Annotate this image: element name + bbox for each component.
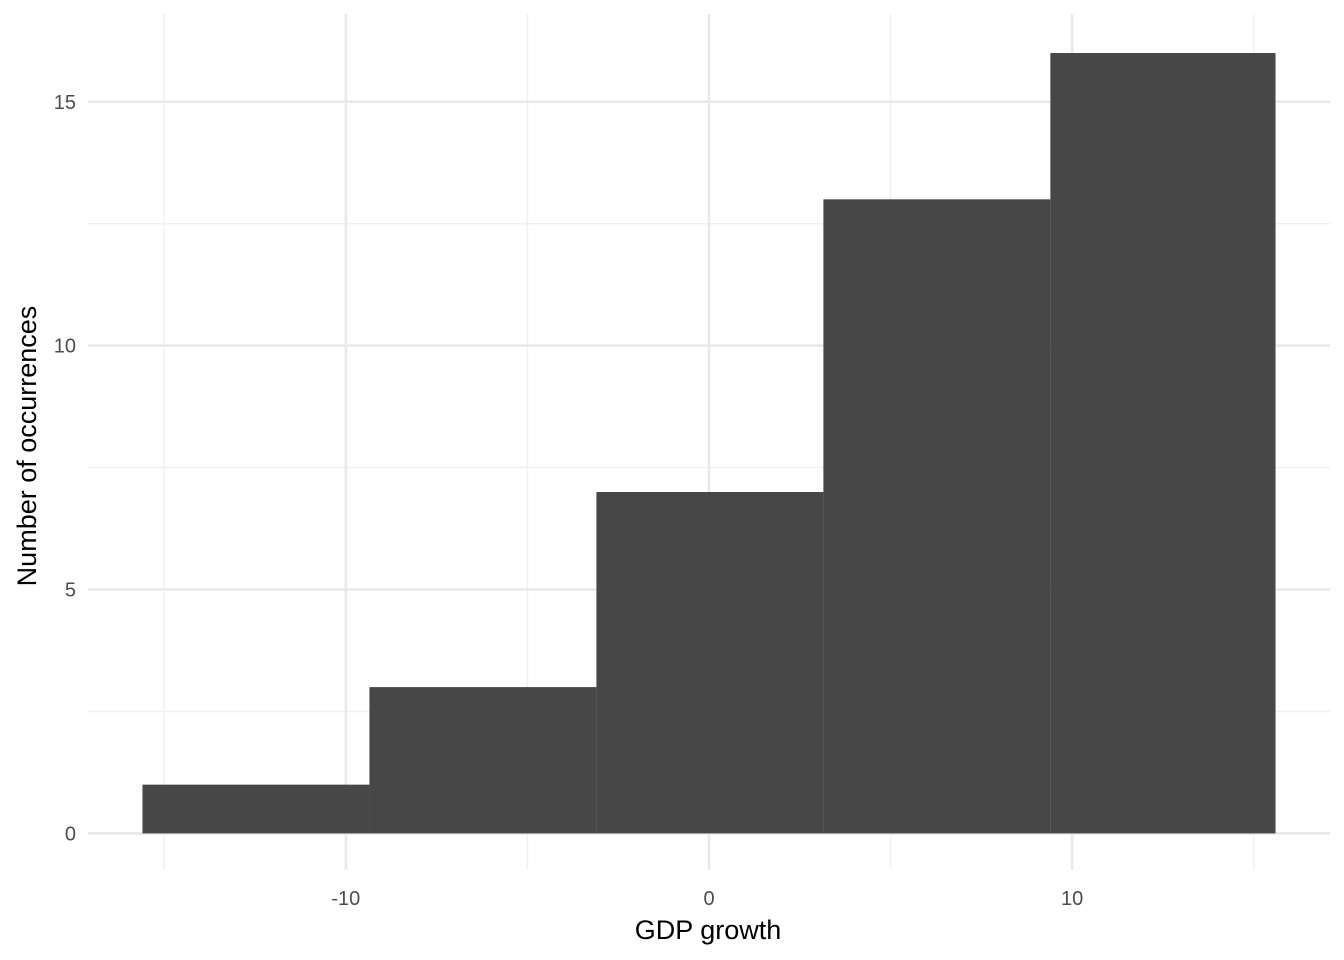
histogram-bar (369, 687, 597, 834)
y-tick-label: 10 (54, 336, 76, 358)
histogram-bars (142, 53, 1276, 834)
histogram-bar (1050, 53, 1276, 834)
y-axis-title: Number of occurrences (12, 306, 42, 587)
x-tick-label: -10 (331, 888, 360, 910)
y-tick-label: 5 (65, 580, 76, 602)
x-tick-label: 0 (703, 888, 714, 910)
x-axis-title: GDP growth (635, 915, 782, 945)
histogram-bar (596, 491, 824, 834)
x-tick-label: 10 (1061, 888, 1083, 910)
y-tick-label: 0 (65, 823, 76, 845)
histogram-bar (142, 784, 370, 834)
x-axis-tick-labels: -10 0 10 (331, 888, 1083, 910)
histogram-bar (823, 199, 1051, 834)
y-tick-label: 15 (54, 92, 76, 114)
y-axis-tick-labels: 0 5 10 15 (54, 92, 76, 846)
